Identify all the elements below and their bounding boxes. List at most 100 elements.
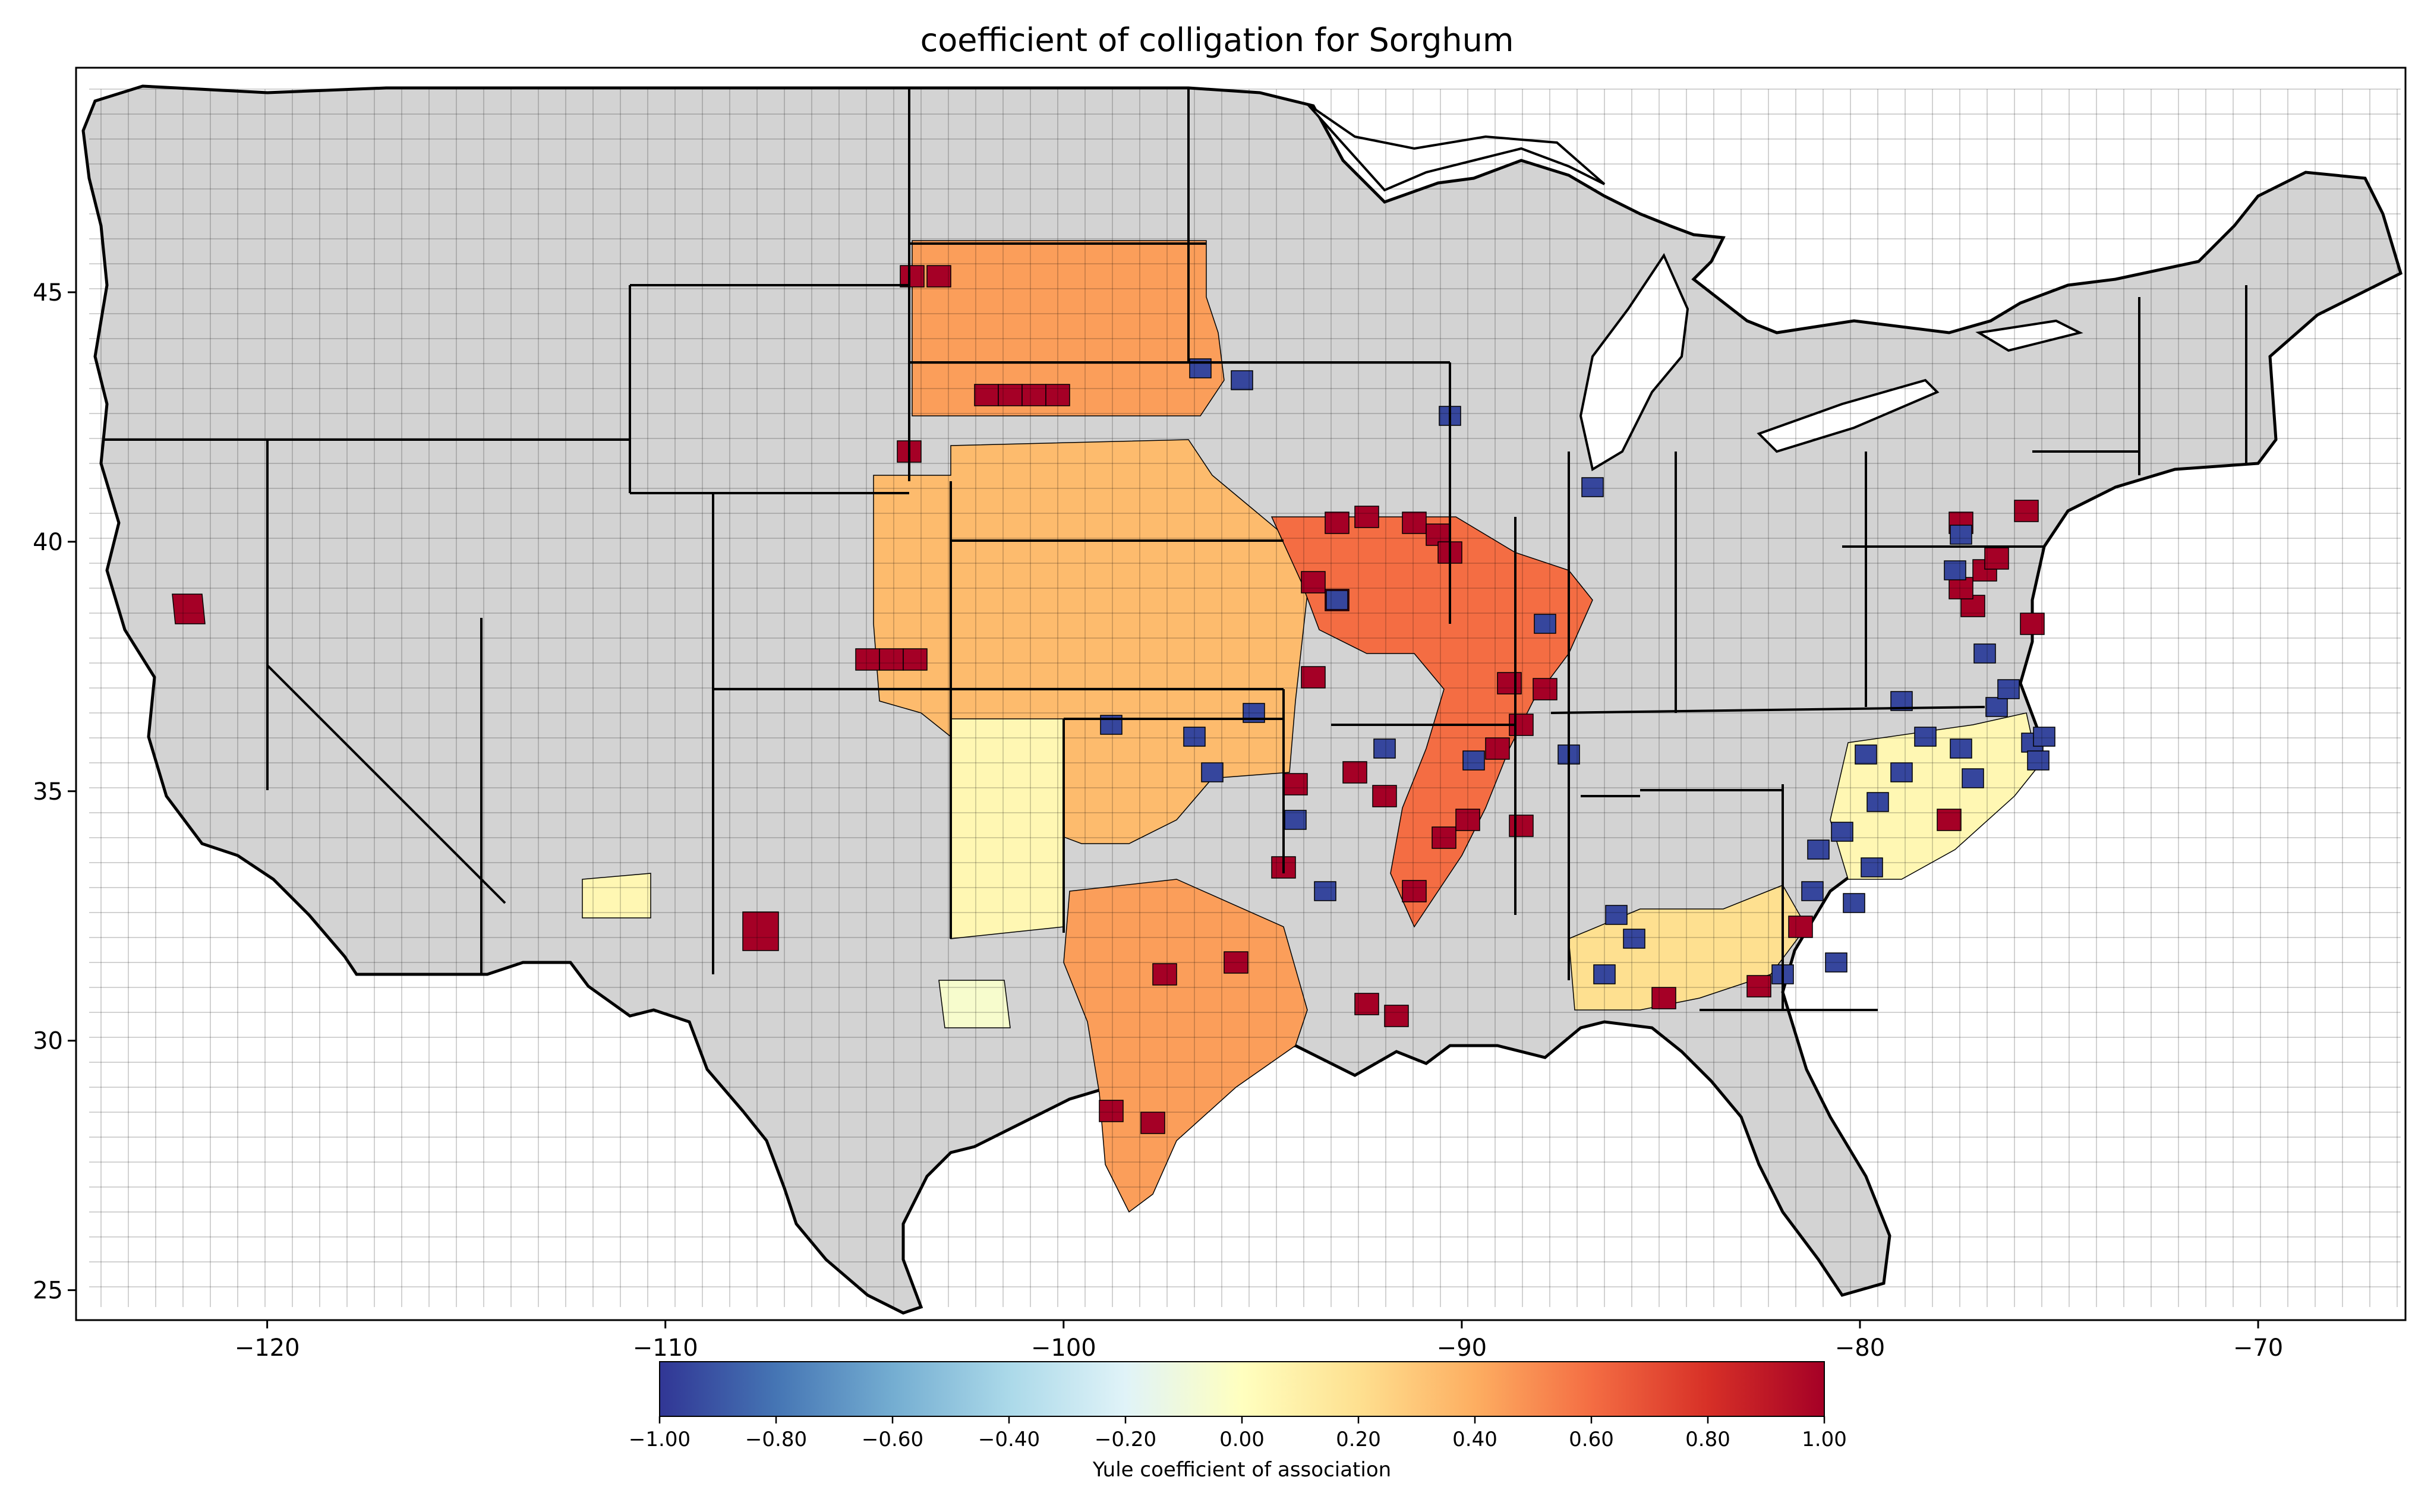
county-cell (1284, 810, 1307, 830)
county-cell (974, 384, 999, 406)
county-cell (1402, 512, 1427, 534)
lake-michigan (1579, 252, 1689, 472)
county-cell (1021, 384, 1046, 406)
county-cell (1301, 571, 1326, 594)
region-zone (1830, 712, 2039, 880)
colorbar-tick-label: −1.00 (629, 1428, 691, 1451)
colorbar-tick-label: 0.80 (1685, 1428, 1730, 1451)
county-cell (1831, 822, 1853, 842)
county-cell (2020, 613, 2045, 635)
county-cell (1973, 643, 1996, 664)
county-cell (1325, 512, 1350, 534)
colorbar-tick-label: 0.60 (1569, 1428, 1614, 1451)
x-tick-label: −120 (235, 1334, 300, 1362)
county-cell (1605, 905, 1628, 925)
colorbar-tick-label: −0.40 (978, 1428, 1040, 1451)
y-axis-ticks: 25 30 35 40 45 (33, 279, 76, 1305)
region-zone (1270, 516, 1593, 928)
lake-superior (1306, 103, 1606, 192)
plot-frame (75, 67, 2407, 1321)
y-tick-label: 30 (33, 1028, 63, 1055)
county-cell (1985, 697, 2008, 717)
county-cell (1462, 750, 1485, 771)
county-cell (1373, 738, 1396, 759)
county-cell (1801, 881, 1824, 901)
county-cell (1497, 672, 1522, 695)
x-tick-label: −100 (1031, 1334, 1096, 1362)
county-cell (1997, 679, 2020, 699)
county-cell (1152, 963, 1177, 986)
county-cell (1283, 773, 1308, 796)
y-tick-label: 40 (33, 529, 63, 556)
y-tick-label: 25 (33, 1277, 63, 1305)
county-cell (1432, 826, 1456, 849)
region-zone (938, 980, 1011, 1028)
colorbar-label: Yule coefficient of association (1092, 1458, 1391, 1482)
region-zone (172, 594, 206, 624)
county-cell (1651, 987, 1676, 1009)
county-cell (1825, 952, 1847, 973)
county-cell (1949, 577, 1973, 599)
county-cell (1533, 678, 1557, 700)
county-cell (1455, 809, 1480, 831)
x-tick-label: −110 (633, 1334, 698, 1362)
county-cell (1867, 792, 1889, 812)
county-cell (1937, 809, 1962, 831)
county-cell (1509, 815, 1534, 837)
county-cell (1788, 916, 1813, 938)
county-cell (1746, 975, 1771, 998)
county-cell (1581, 477, 1604, 497)
county-cell (1045, 384, 1070, 406)
colorbar-tick-label: −0.60 (862, 1428, 923, 1451)
county-cell (855, 648, 880, 671)
county-cell (1224, 951, 1248, 974)
region-zone (950, 718, 1064, 939)
county-cell (926, 265, 951, 288)
county-cell (1201, 762, 1224, 782)
colorbar-tick-label: 1.00 (1802, 1428, 1847, 1451)
county-cell (1534, 614, 1556, 634)
county-cell (1314, 881, 1336, 901)
lake-erie (1757, 378, 1940, 453)
county-cell (1384, 1005, 1409, 1027)
county-cell (1354, 993, 1379, 1015)
county-cell (1301, 666, 1326, 689)
region-zone (912, 240, 1225, 416)
county-cell (1914, 727, 1937, 747)
county-cell (1984, 547, 2009, 570)
county-cell (2027, 750, 2050, 771)
y-tick-label: 35 (33, 778, 63, 806)
county-cell (2014, 500, 2039, 522)
colorbar-tick-label: 0.40 (1452, 1428, 1497, 1451)
county-cell (1944, 560, 1966, 580)
x-tick-label: −80 (1835, 1334, 1885, 1362)
county-cell (1855, 744, 1877, 765)
colorbar-tick-label: −0.20 (1095, 1428, 1156, 1451)
county-cell (1950, 525, 1972, 545)
county-cell (1231, 370, 1253, 390)
county-cell (1843, 893, 1865, 913)
state-borders (89, 89, 2401, 1307)
county-cell (1372, 785, 1397, 807)
region-zone (582, 873, 651, 918)
colorbar (659, 1361, 1825, 1417)
county-cell (1861, 857, 1883, 877)
region-zone (742, 911, 779, 951)
county-cell (1326, 590, 1348, 610)
county-cell (1950, 738, 1972, 759)
county-cell (1623, 929, 1645, 949)
x-tick-label: −70 (2233, 1334, 2283, 1362)
county-cell (1890, 762, 1913, 782)
y-tick-label: 45 (33, 279, 63, 307)
map-title: coefficient of colligation for Sorghum (920, 21, 1514, 59)
county-cell (1593, 964, 1616, 984)
county-grid (172, 240, 2055, 1213)
county-cell (1485, 737, 1510, 760)
x-axis-ticks: −120 −110 −100 −90 −80 −70 (235, 1320, 2283, 1362)
county-cell (1354, 506, 1379, 528)
county-cell (879, 648, 904, 671)
county-cell (998, 384, 1023, 406)
county-cell (1807, 839, 1830, 860)
